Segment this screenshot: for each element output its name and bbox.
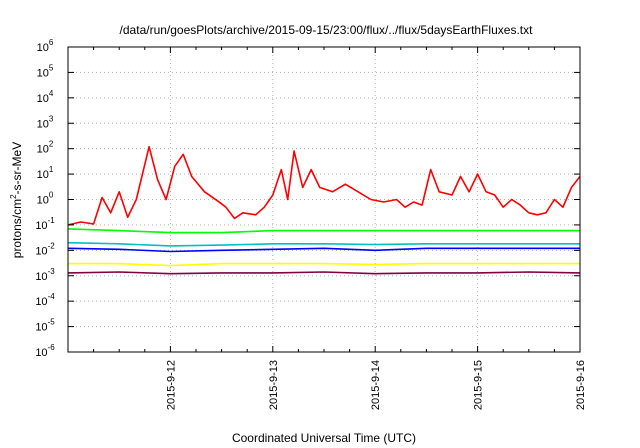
x-axis-ticks: 2015-9-12 2015-9-13 2015-9-14 2015-9-15 2015… — [93, 47, 587, 410]
series-line-4 — [68, 262, 580, 267]
x-tick-label: 2015-9-13 — [268, 360, 280, 410]
series-line-0 — [68, 145, 580, 226]
y-axis-label: protons/cm2-s-sr-MeV — [9, 142, 24, 258]
x-tick-label: 2015-9-12 — [165, 360, 177, 410]
y-tick-label: 10-5 — [35, 318, 55, 334]
x-tick-label: 2015-9-16 — [575, 360, 587, 410]
y-tick-label: 105 — [37, 63, 54, 79]
y-tick-label: 102 — [37, 140, 54, 156]
y-tick-label: 104 — [37, 89, 54, 105]
grid — [68, 47, 580, 352]
y-tick-label: 10-4 — [35, 292, 55, 308]
y-tick-label: 10-2 — [35, 241, 55, 257]
y-tick-label: 10-1 — [35, 216, 55, 232]
y-tick-label: 101 — [37, 165, 54, 181]
series-group — [68, 145, 580, 275]
y-tick-label: 10-6 — [35, 343, 55, 359]
chart-title: /data/run/goesPlots/archive/2015-09-15/2… — [120, 23, 534, 37]
y-tick-label: 100 — [37, 191, 54, 207]
series-line-3 — [68, 247, 580, 253]
x-tick-label: 2015-9-14 — [370, 360, 382, 410]
series-line-1 — [68, 228, 580, 234]
series-line-5 — [68, 271, 580, 275]
x-tick-label: 2015-9-15 — [473, 360, 485, 410]
y-tick-label: 10-3 — [35, 267, 55, 283]
y-tick-label: 103 — [37, 114, 54, 130]
y-tick-label: 106 — [37, 38, 54, 54]
series-line-2 — [68, 241, 580, 247]
x-axis-label: Coordinated Universal Time (UTC) — [232, 431, 416, 445]
